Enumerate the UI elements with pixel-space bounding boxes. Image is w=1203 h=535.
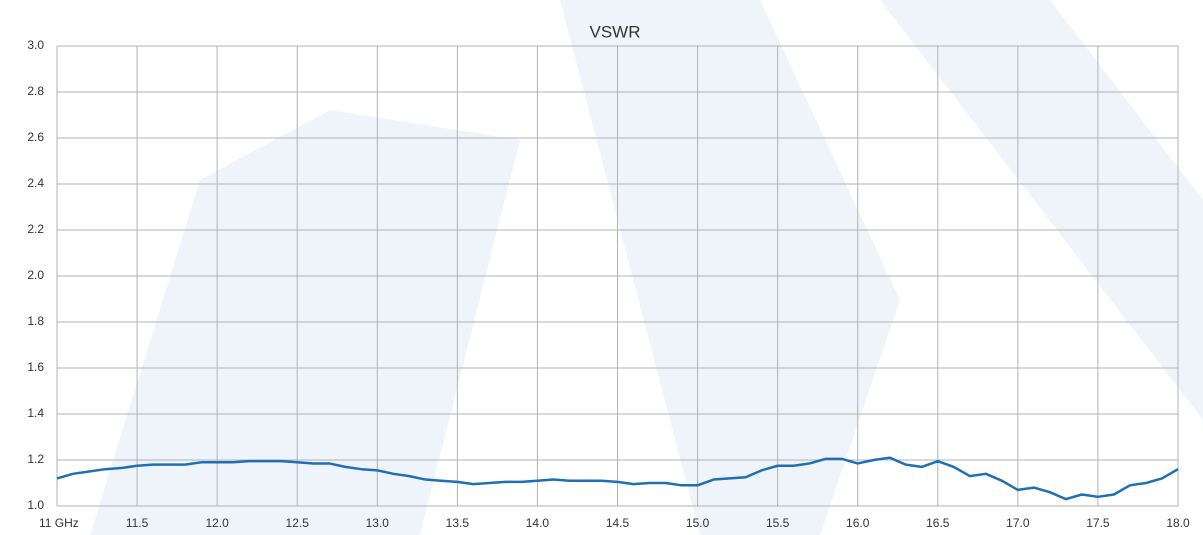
y-tick-label: 2.0 bbox=[27, 268, 44, 282]
x-tick-label: 16.0 bbox=[846, 516, 870, 530]
x-tick-label: 13.5 bbox=[446, 516, 470, 530]
y-tick-label: 2.6 bbox=[27, 130, 44, 144]
y-tick-label: 2.8 bbox=[27, 84, 44, 98]
chart-title: VSWR bbox=[590, 22, 641, 41]
x-tick-label: 15.5 bbox=[766, 516, 790, 530]
watermark bbox=[90, 0, 1203, 535]
x-tick-label: 16.5 bbox=[926, 516, 950, 530]
y-tick-label: 2.2 bbox=[27, 222, 44, 236]
data-line bbox=[56, 456, 1179, 501]
y-tick-label: 1.6 bbox=[27, 360, 44, 374]
y-tick-label: 1.8 bbox=[27, 314, 44, 328]
x-tick-label: 17.0 bbox=[1006, 516, 1030, 530]
x-tick-label: 13.0 bbox=[366, 516, 390, 530]
x-tick-label: 18.0 bbox=[1166, 516, 1190, 530]
x-tick-label: 15.0 bbox=[686, 516, 710, 530]
x-tick-label: 12.5 bbox=[286, 516, 310, 530]
x-tick-label: 11 GHz bbox=[39, 516, 79, 530]
y-tick-label: 1.2 bbox=[27, 452, 44, 466]
y-tick-label: 1.4 bbox=[27, 406, 44, 420]
y-tick-label: 2.4 bbox=[27, 176, 44, 190]
y-tick-label: 3.0 bbox=[27, 38, 44, 52]
x-tick-label: 14.0 bbox=[526, 516, 550, 530]
x-tick-label: 17.5 bbox=[1086, 516, 1110, 530]
x-tick-label: 11.5 bbox=[126, 516, 149, 530]
y-tick-label: 1.0 bbox=[27, 498, 44, 512]
x-tick-label: 12.0 bbox=[205, 516, 229, 530]
x-tick-label: 14.5 bbox=[606, 516, 630, 530]
